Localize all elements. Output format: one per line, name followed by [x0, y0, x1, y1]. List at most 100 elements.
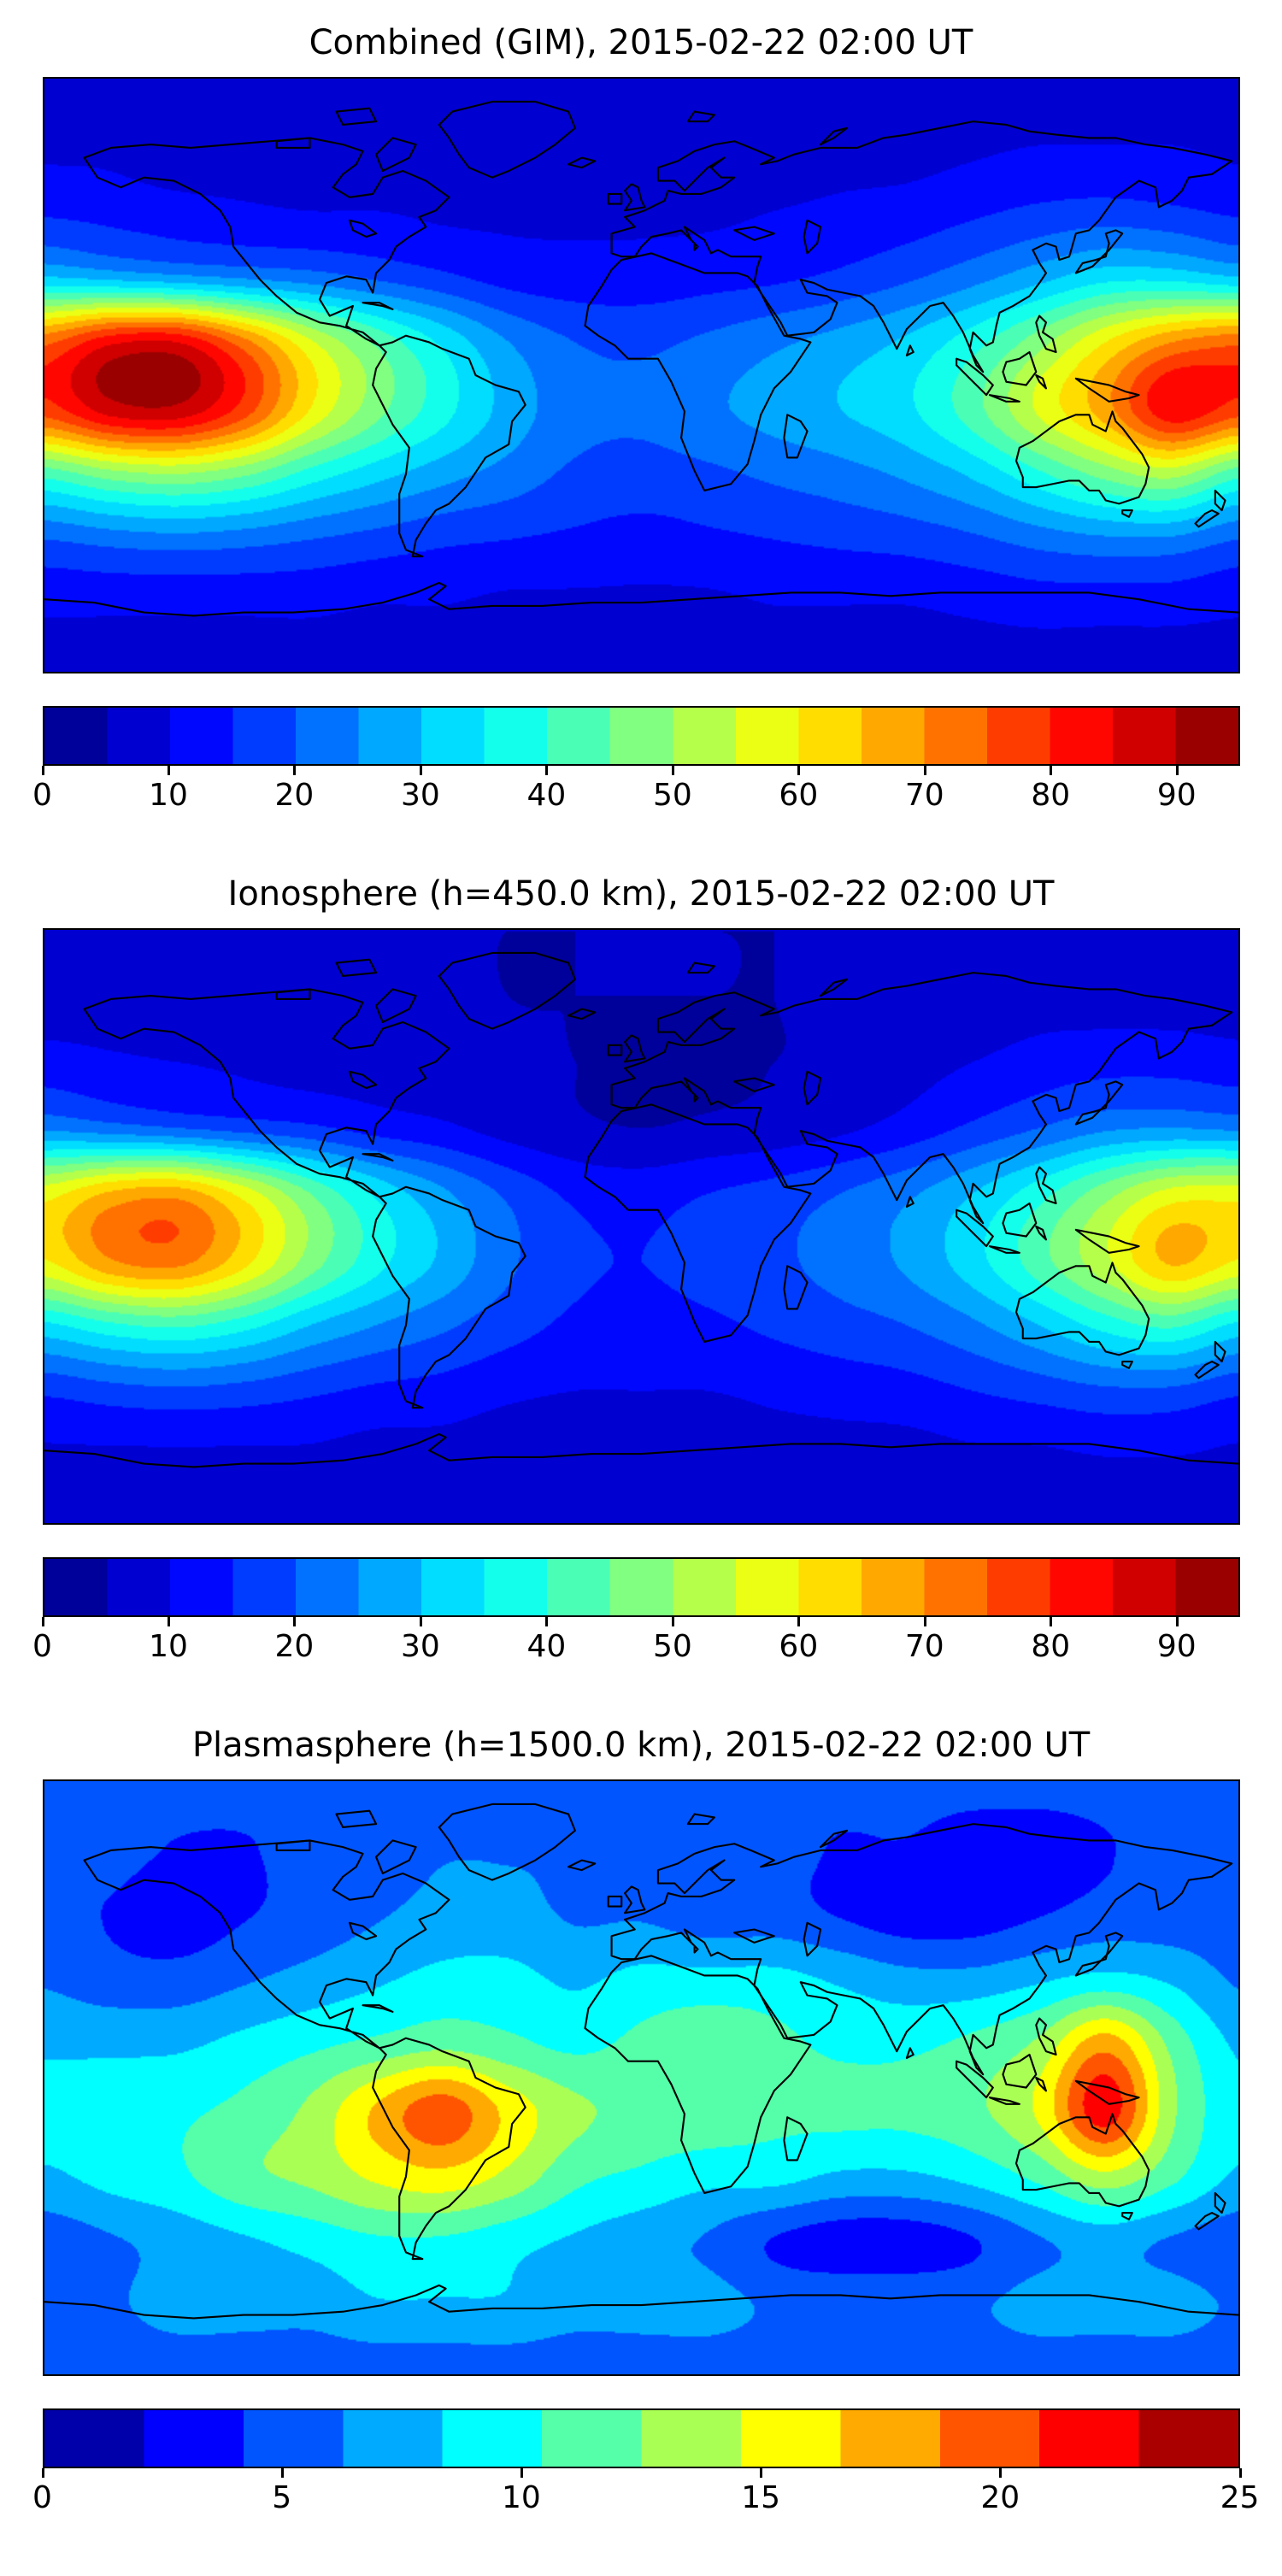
colorbar-tick-mark [923, 766, 926, 775]
colorbar-tick-label: 30 [401, 1629, 440, 1664]
tec-map-combined [42, 77, 1240, 673]
colorbar-tick-mark [520, 2468, 523, 2478]
colorbar-tick-label: 50 [652, 778, 692, 813]
coastline-path [567, 1859, 596, 1872]
coastline-path [438, 1803, 576, 1881]
colorbar-tick-label: 20 [274, 778, 315, 813]
coastline-path [1034, 1225, 1047, 1241]
coastline-path [988, 1245, 1020, 1254]
colorbar-tick-label: 25 [1220, 2480, 1260, 2515]
colorbar-tick-mark [797, 1617, 801, 1626]
coastlines-overlay [44, 951, 1238, 1468]
coastline-path [1034, 373, 1047, 390]
coastline-path [82, 137, 450, 347]
coastline-path [782, 414, 809, 459]
coastline-path [348, 1070, 377, 1090]
panel-title: Ionosphere (h=450.0 km), 2015-02-22 02:0… [227, 874, 1055, 914]
colorbar-tick-label: 70 [904, 778, 944, 813]
coastline-path [361, 1153, 394, 1162]
panel-plasmasphere: Plasmasphere (h=1500.0 km), 2015-02-22 0… [0, 1725, 1282, 2521]
coastline-path [1193, 509, 1220, 528]
coastline-path [686, 962, 715, 974]
coastline-path [583, 252, 811, 492]
colorbar-tick-mark [1175, 1617, 1179, 1626]
coastline-path [610, 1823, 1232, 2076]
tec-heatmap-canvas [44, 79, 1238, 672]
tec-map-plasmasphere [42, 1779, 1240, 2376]
coastline-path [374, 988, 417, 1024]
tec-heatmap-canvas [44, 1781, 1238, 2374]
coastline-path [334, 107, 377, 126]
coastline-path [623, 1885, 645, 1914]
coastline-path [1001, 1202, 1037, 1238]
coastline-path [623, 183, 645, 212]
coastline-path [610, 972, 1232, 1225]
colorbar-tick-mark [280, 2468, 284, 2478]
colorbar-tick-mark [167, 1617, 170, 1626]
colorbar-gradient [44, 708, 1238, 764]
colorbar-tick-mark [999, 2468, 1003, 2478]
colorbar-tick-mark [671, 766, 674, 775]
coastline-path [583, 1955, 811, 2195]
coastline-path [686, 110, 715, 123]
coastline-path [686, 1813, 715, 1826]
colorbar-tick-label: 10 [501, 2480, 541, 2515]
coastline-path [361, 2004, 394, 2013]
coastline-path [1193, 2212, 1220, 2231]
coastline-path [275, 1839, 311, 1852]
colorbar-tick-label: 5 [272, 2480, 292, 2515]
colorbar-tick-mark [1175, 766, 1179, 775]
coastline-path [732, 1928, 775, 1944]
coastline-path [803, 1921, 821, 1957]
coastline-path [82, 988, 450, 1198]
coastlines-overlay [44, 100, 1238, 617]
coastline-path [567, 156, 596, 169]
coastline-path [610, 121, 1232, 373]
coastline-path [819, 126, 848, 146]
coastline-path [348, 1921, 377, 1941]
coastline-path [955, 1209, 994, 1248]
panel-title: Combined (GIM), 2015-02-22 02:00 UT [309, 23, 973, 62]
colorbar-tick-label: 15 [741, 2480, 780, 2515]
coastline-path [348, 219, 377, 238]
coastline-path [623, 1034, 645, 1063]
figure: Combined (GIM), 2015-02-22 02:00 UT 0 10 2… [0, 23, 1282, 2521]
coastline-path [1214, 2191, 1226, 2214]
colorbar-tick-label: 90 [1156, 778, 1197, 813]
coastline-path [275, 988, 311, 1001]
colorbar-tick-label: 10 [149, 1629, 188, 1664]
colorbar-tick-mark [1238, 2468, 1242, 2478]
coastline-path [732, 1077, 775, 1092]
colorbar-tick-label: 0 [32, 1629, 52, 1664]
coastline-path [1074, 1080, 1123, 1126]
coastline-path [988, 2097, 1020, 2105]
colorbar-tick-mark [293, 1617, 297, 1626]
coastline-path [374, 1839, 417, 1875]
coastline-path [1074, 229, 1123, 274]
coastline-path [371, 2037, 526, 2261]
coastline-path [607, 192, 622, 205]
colorbar-tick-mark [797, 766, 801, 775]
coastline-path [1074, 1932, 1123, 1977]
coastline-path [988, 394, 1020, 403]
colorbar-tick-mark [923, 1617, 926, 1626]
coastline-path [438, 100, 576, 179]
colorbar-tick-label: 80 [1031, 1629, 1071, 1664]
colorbar-tick-mark [545, 1617, 549, 1626]
coastline-path [607, 1044, 622, 1056]
tec-map-ionosphere [42, 928, 1240, 1525]
coastline-path [1214, 489, 1226, 512]
coastline-path [607, 1895, 622, 1908]
coastline-path [361, 302, 394, 310]
colorbar-tick-label: 90 [1156, 1629, 1197, 1664]
colorbar [42, 2408, 1240, 2468]
coastline-path [1214, 1340, 1226, 1363]
colorbar-tick-label: 10 [149, 778, 188, 813]
colorbar-tick-mark [671, 1617, 674, 1626]
coastline-path [567, 1008, 596, 1020]
colorbar-tick-mark [167, 766, 170, 775]
coastline-path [1014, 1262, 1150, 1356]
coastline-path [905, 2047, 914, 2059]
coastline-path [1001, 350, 1037, 386]
coastline-path [371, 1185, 526, 1409]
